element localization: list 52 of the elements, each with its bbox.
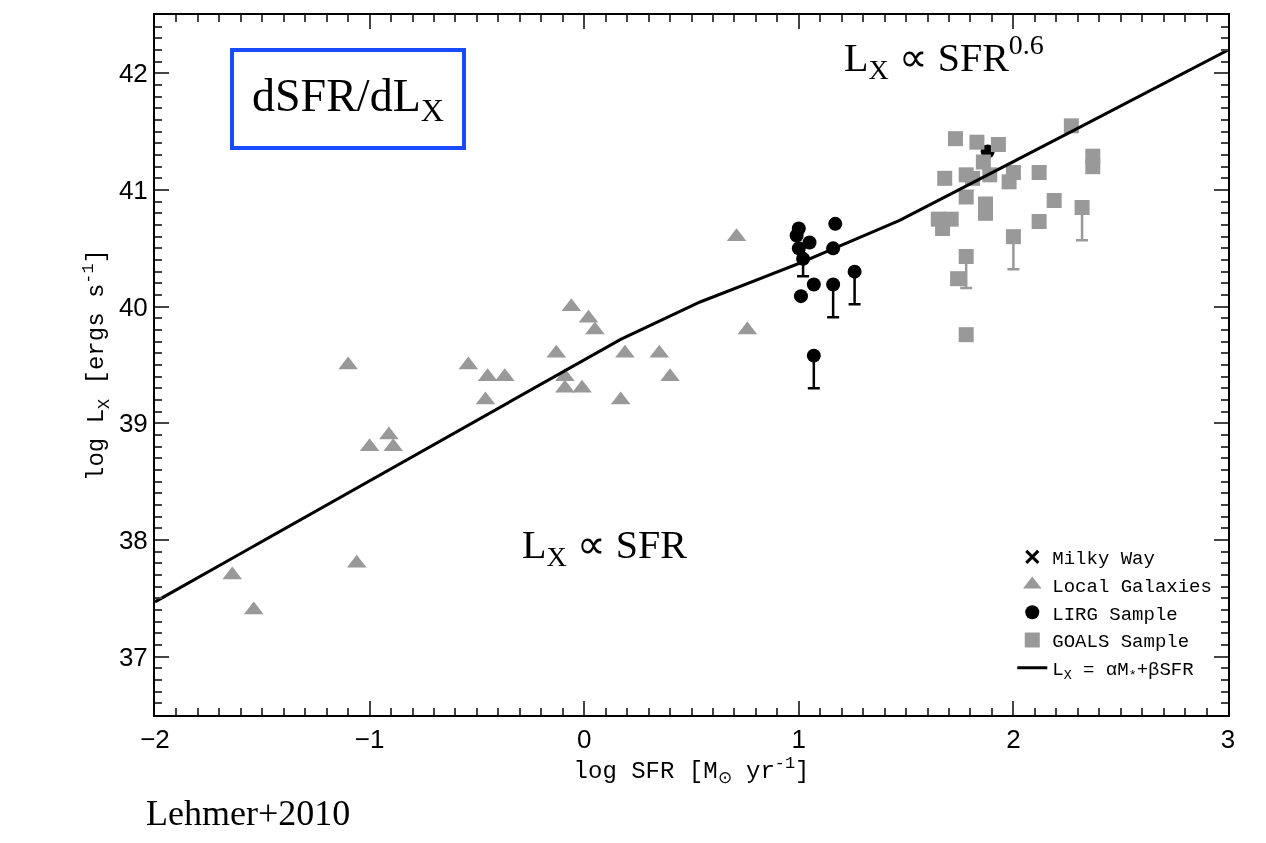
point — [338, 356, 358, 370]
point — [1085, 159, 1101, 175]
point — [1046, 193, 1062, 208]
point — [958, 327, 974, 343]
annotation: L$_{X}$ ∝ SFR — [522, 522, 688, 573]
y-tick-label: 39 — [118, 408, 148, 439]
point — [379, 426, 399, 440]
point — [1031, 214, 1047, 229]
point — [958, 189, 974, 205]
legend-label: Local Galaxies — [1052, 575, 1212, 598]
x-tick-label: 3 — [1220, 724, 1236, 755]
point — [806, 277, 821, 292]
point — [806, 348, 821, 363]
point — [1001, 174, 1017, 190]
x-tick-label: 0 — [576, 724, 592, 755]
point — [1074, 200, 1090, 215]
point — [990, 137, 1006, 152]
point — [847, 264, 862, 279]
legend-label: LIRG Sample — [1052, 603, 1178, 626]
point — [615, 344, 635, 358]
legend-label: Milky Way — [1052, 548, 1155, 571]
point — [555, 379, 575, 393]
point — [969, 134, 985, 150]
text: Lehmer+2010 — [146, 793, 351, 833]
annotation: dSFR/dL$_{X}$ — [252, 70, 444, 128]
legend-label: L$_{X}$ = αM$_{*}$+βSFR — [1052, 659, 1194, 684]
x-tick-label: 2 — [1006, 724, 1021, 755]
y-tick-label: 37 — [118, 641, 148, 672]
point — [585, 321, 605, 335]
point — [802, 235, 817, 250]
point — [947, 131, 963, 147]
x-tick-label: 1 — [791, 724, 807, 755]
annotation: L$_{X}$ ∝ SFR$^{0.6}$ — [844, 29, 1044, 86]
point — [958, 249, 974, 264]
y-tick-label: 41 — [118, 175, 148, 206]
y-tick-label: 40 — [118, 291, 148, 322]
point — [572, 379, 592, 393]
x-tick-label: −2 — [140, 724, 170, 755]
x-tick-label: −1 — [354, 724, 385, 755]
legend-label: GOALS Sample — [1052, 631, 1190, 654]
y-tick-label: 38 — [118, 525, 148, 556]
x-axis-title: log SFR [M$_{⊙}$ yr$^{-1}$] — [573, 754, 810, 789]
point — [937, 170, 953, 186]
point — [1031, 165, 1047, 180]
point — [793, 289, 808, 304]
point — [828, 216, 843, 231]
point — [791, 241, 806, 256]
point — [950, 271, 966, 287]
y-tick-label: 42 — [118, 58, 148, 89]
point — [826, 277, 841, 292]
point — [789, 228, 804, 243]
point — [1005, 229, 1021, 245]
